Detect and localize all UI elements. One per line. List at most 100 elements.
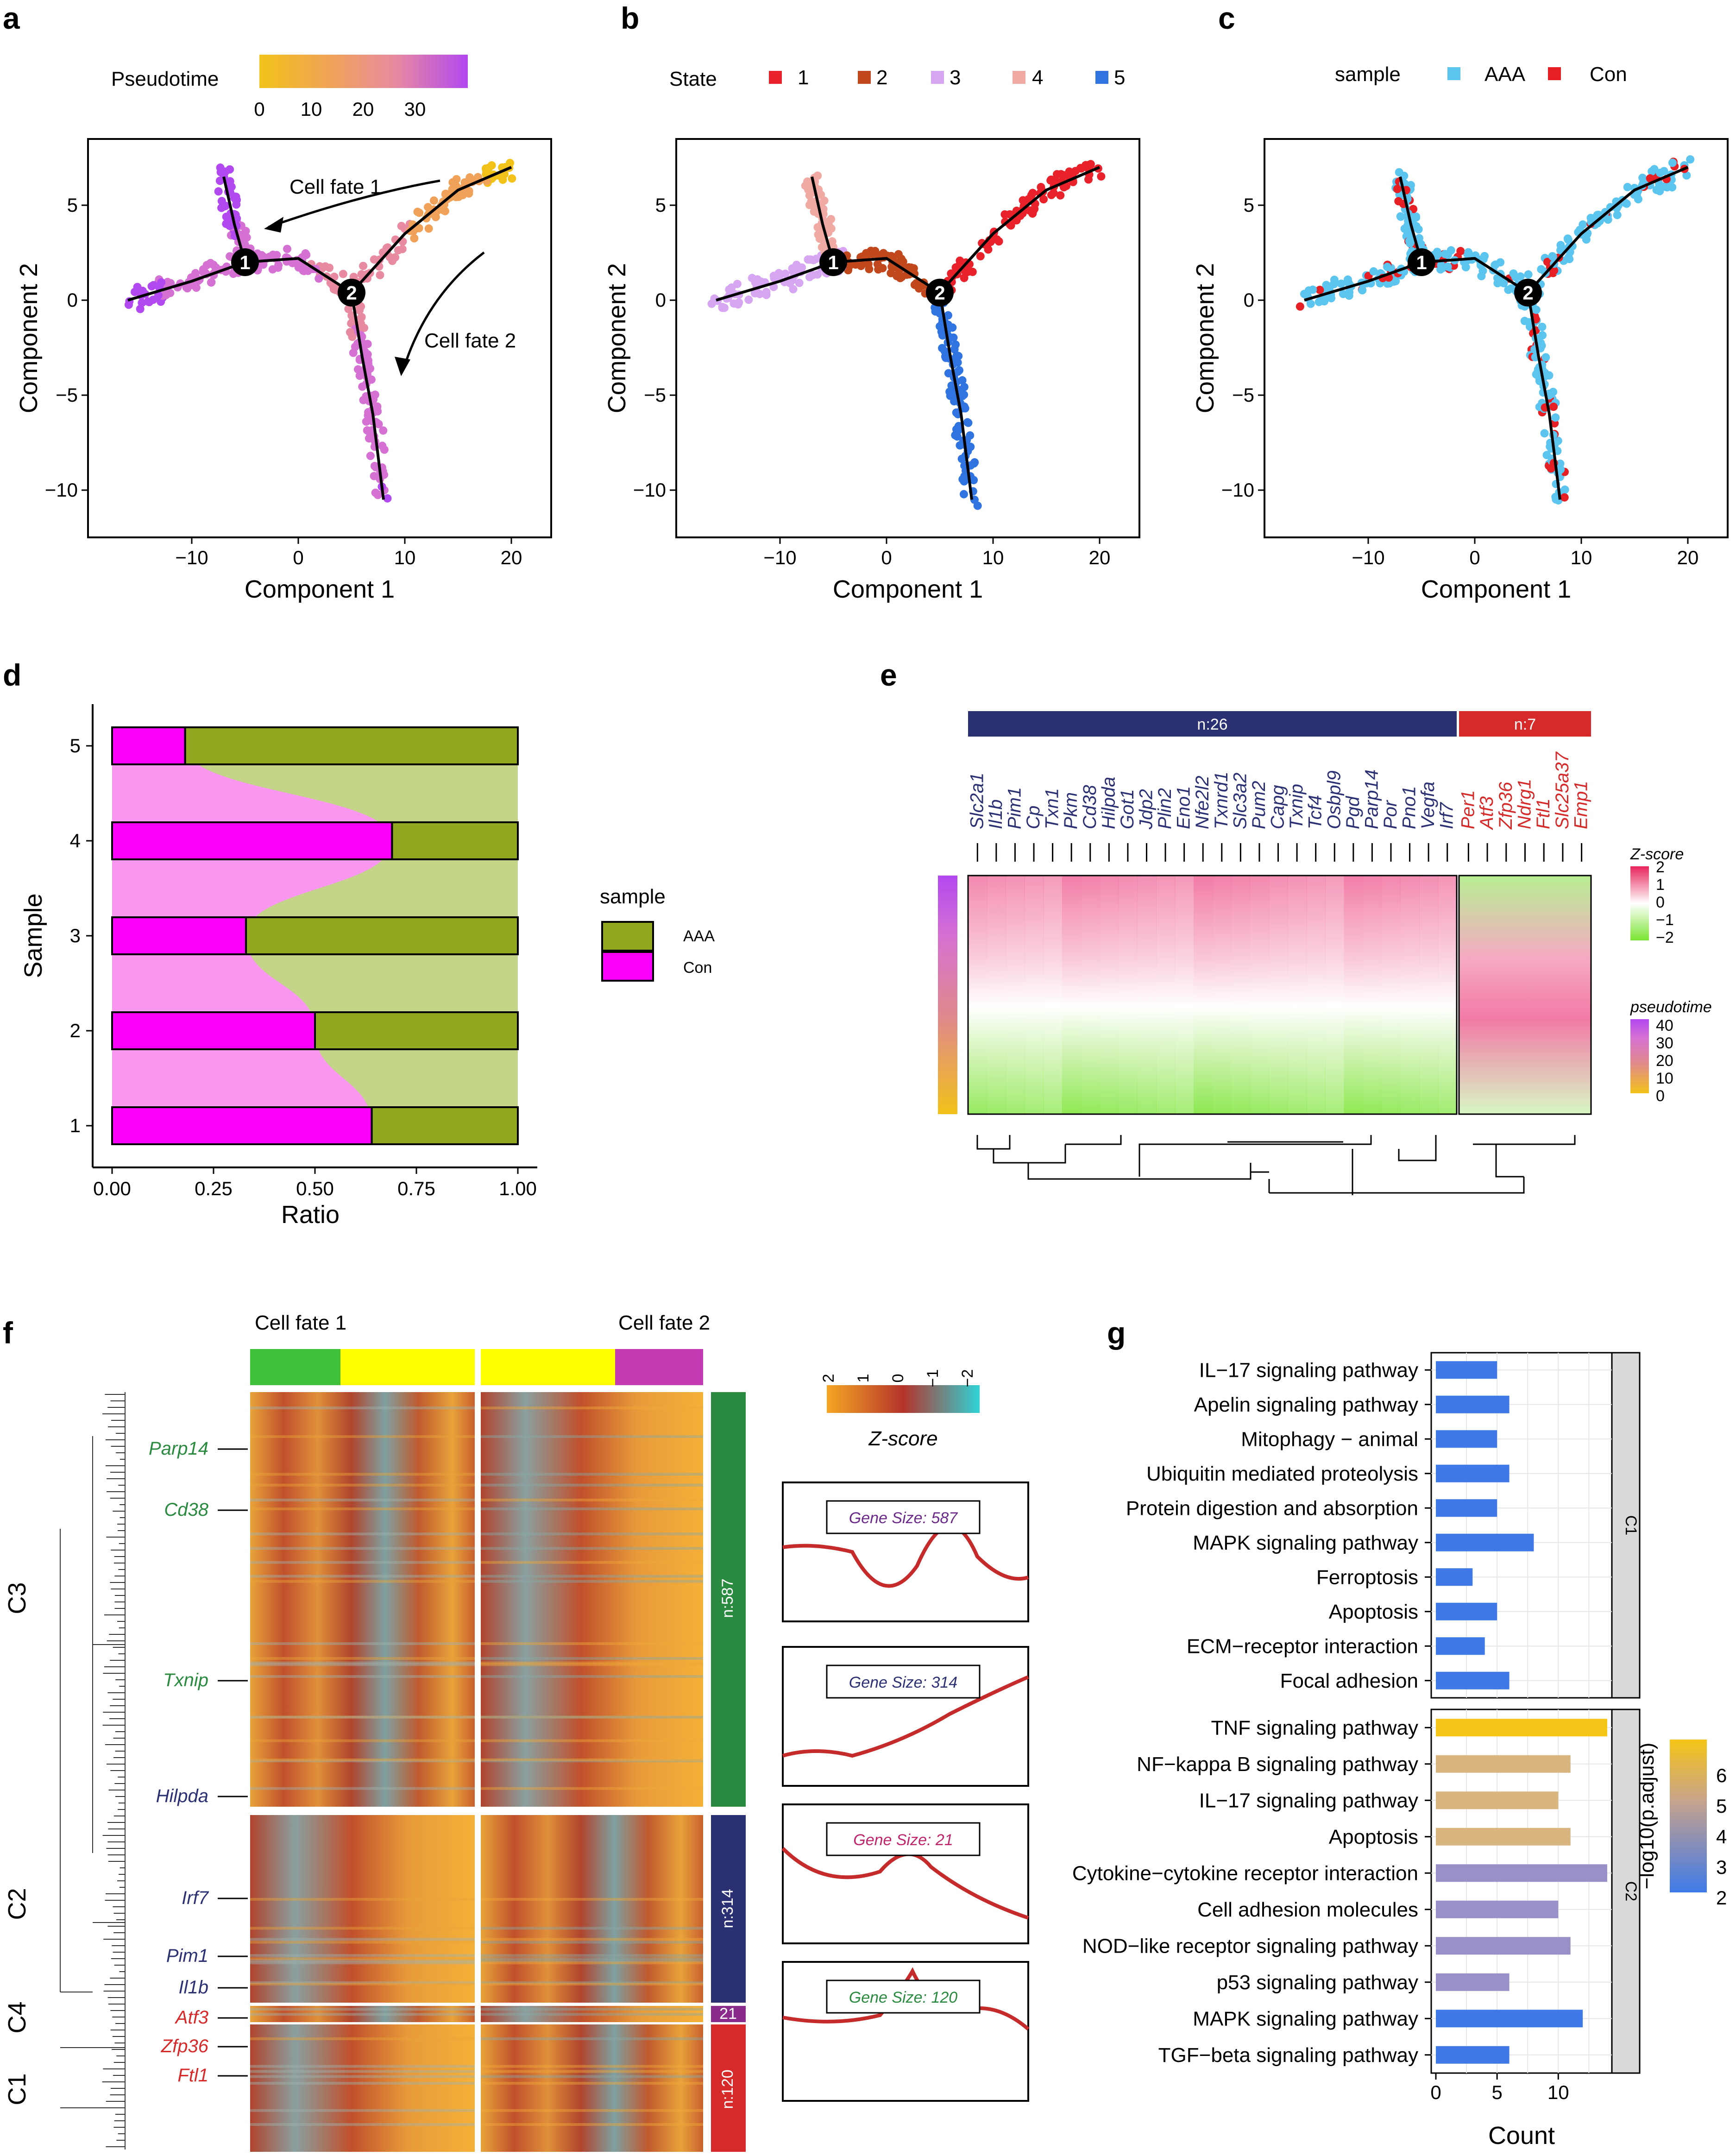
term-bar <box>1436 1361 1497 1379</box>
heatmap-e-gene-label: Osbpl9 <box>1324 770 1344 829</box>
cluster-side-bar <box>711 1815 746 2003</box>
heatmap-f-gene-label: Parp14 <box>149 1438 208 1459</box>
heatmap-f-streak <box>250 1661 475 1664</box>
gene-size-box <box>826 1500 981 1534</box>
heatmap-f-streak <box>481 2109 703 2112</box>
cell-point <box>212 263 220 272</box>
fate2-bar-yellow <box>481 1349 615 1385</box>
cell-point <box>508 174 516 183</box>
cell-point <box>1540 429 1549 438</box>
cell-point <box>1496 258 1505 267</box>
scatter-panel-b: −10 0 10 20 −10 −5 0 5 Component 1 Component 2 1 2 <box>603 138 1140 603</box>
stacked-bar-panel-d: 1 2 3 4 5 0.00 0.25 0.50 0.75 1.00 Ratio Sample samp… <box>19 704 715 1229</box>
cell-point <box>398 245 407 253</box>
cell-point <box>1646 174 1654 183</box>
cell-point <box>344 304 353 313</box>
cell-point <box>1047 190 1056 199</box>
term-bar <box>1436 1395 1510 1413</box>
heatmap-f-streak <box>481 1498 703 1501</box>
heatmap-f-gene-label: Hilpda <box>156 1786 208 1806</box>
pseudo-tick-10: 10 <box>301 98 322 120</box>
cell-point <box>733 279 742 288</box>
zscore-f-tick: 2 <box>820 1374 837 1383</box>
heatmap-e-gene-label: Por <box>1380 800 1401 829</box>
heatmap-e-gene-label: Txnrd1 <box>1211 772 1232 830</box>
cell-point <box>138 298 146 307</box>
cell-point <box>157 278 166 287</box>
heatmap-f-block <box>481 2024 703 2152</box>
branch-point-label: 1 <box>828 252 838 273</box>
cell-point <box>1059 171 1068 180</box>
heatmap-f-gene-label: Atf3 <box>175 2007 208 2028</box>
cell-point <box>371 488 380 497</box>
padj-legend-title: −log10(p.adjust) <box>1635 1743 1658 1890</box>
term-label: MAPK signaling pathway <box>1193 1532 1418 1554</box>
term-label: IL−17 signaling pathway <box>1199 1359 1418 1381</box>
cell-point <box>239 230 248 239</box>
cell-point <box>1556 465 1565 474</box>
count-tick-label: 5 <box>1491 2081 1502 2103</box>
heatmap-f-streak <box>481 1957 703 1961</box>
pseudo-tick-30: 30 <box>404 98 426 120</box>
cell-point <box>1663 183 1672 192</box>
ratio-tick-label: 0.50 <box>296 1178 334 1199</box>
heatmap-f-streak <box>250 1575 475 1578</box>
heatmap-e-column <box>1137 876 1157 1114</box>
term-bar <box>1436 2046 1510 2064</box>
term-label: Cell adhesion molecules <box>1197 1898 1418 1921</box>
cell-point <box>945 387 954 396</box>
heatmap-f-streak <box>481 1715 703 1719</box>
cell-point <box>762 288 771 296</box>
zscore-tick: 0 <box>1656 894 1665 911</box>
branch-point-label: 1 <box>1416 252 1427 273</box>
panel-letter-e: e <box>880 658 897 692</box>
heatmap-f-block <box>481 1815 703 2003</box>
heatmap-f-streak <box>250 1982 475 1986</box>
cell-point <box>1480 252 1489 260</box>
cell-point <box>388 257 397 265</box>
legend-pseudotime: Pseudotime 0 10 20 30 <box>111 55 468 120</box>
heatmap-e-gene-label: Vegfa <box>1418 782 1438 829</box>
term-label: Apoptosis <box>1329 1601 1418 1623</box>
y-tick-label: 0 <box>1244 289 1254 311</box>
cell-point <box>1541 353 1550 362</box>
heatmap-f-streak <box>250 1483 475 1487</box>
legend-sample-c: sample AAA Con <box>1335 63 1627 86</box>
y-tick-label: −5 <box>56 384 78 406</box>
heatmap-f-block <box>250 2006 475 2022</box>
heatmap-f-streak <box>250 1473 475 1476</box>
heatmap-e-column <box>1516 876 1535 1114</box>
heatmap-e-column <box>1287 876 1307 1114</box>
cell-point <box>1613 211 1622 220</box>
cell-point <box>288 258 297 267</box>
cell-point <box>1551 413 1560 422</box>
heatmap-f-streak <box>250 1959 475 1962</box>
term-label: Apelin signaling pathway <box>1194 1393 1418 1416</box>
heatmap-e-column <box>1006 876 1025 1114</box>
cell-point <box>147 282 156 290</box>
heatmap-e-column <box>1100 876 1119 1114</box>
cell-point <box>804 255 812 264</box>
sample-con-swatch <box>1548 67 1561 80</box>
term-bar <box>1436 1602 1497 1620</box>
plot-frame <box>675 138 1140 538</box>
term-label: Protein digestion and absorption <box>1126 1497 1418 1519</box>
term-bar <box>1436 1864 1607 1882</box>
cell-point <box>163 277 172 286</box>
cell-point <box>757 277 766 286</box>
heatmap-e-column <box>1212 876 1232 1114</box>
facet-strip-label: C1 <box>1622 1515 1640 1535</box>
cell-point <box>359 262 368 271</box>
cell-point <box>1538 322 1547 331</box>
heatmap-e-gene-label: Irf7 <box>1437 801 1457 829</box>
group-bar-n7 <box>1459 711 1591 737</box>
cell-point <box>873 260 882 269</box>
heatmap-f-streak <box>481 1657 703 1660</box>
branch-point-marker <box>1514 278 1542 307</box>
term-bar <box>1436 1637 1485 1655</box>
heatmap-e-gene-label: Txnip <box>1286 784 1307 829</box>
heatmap-f-streak <box>250 2037 475 2040</box>
cell-point <box>789 285 798 294</box>
cell-point <box>952 351 961 360</box>
y-tick-label: 5 <box>1244 194 1254 216</box>
